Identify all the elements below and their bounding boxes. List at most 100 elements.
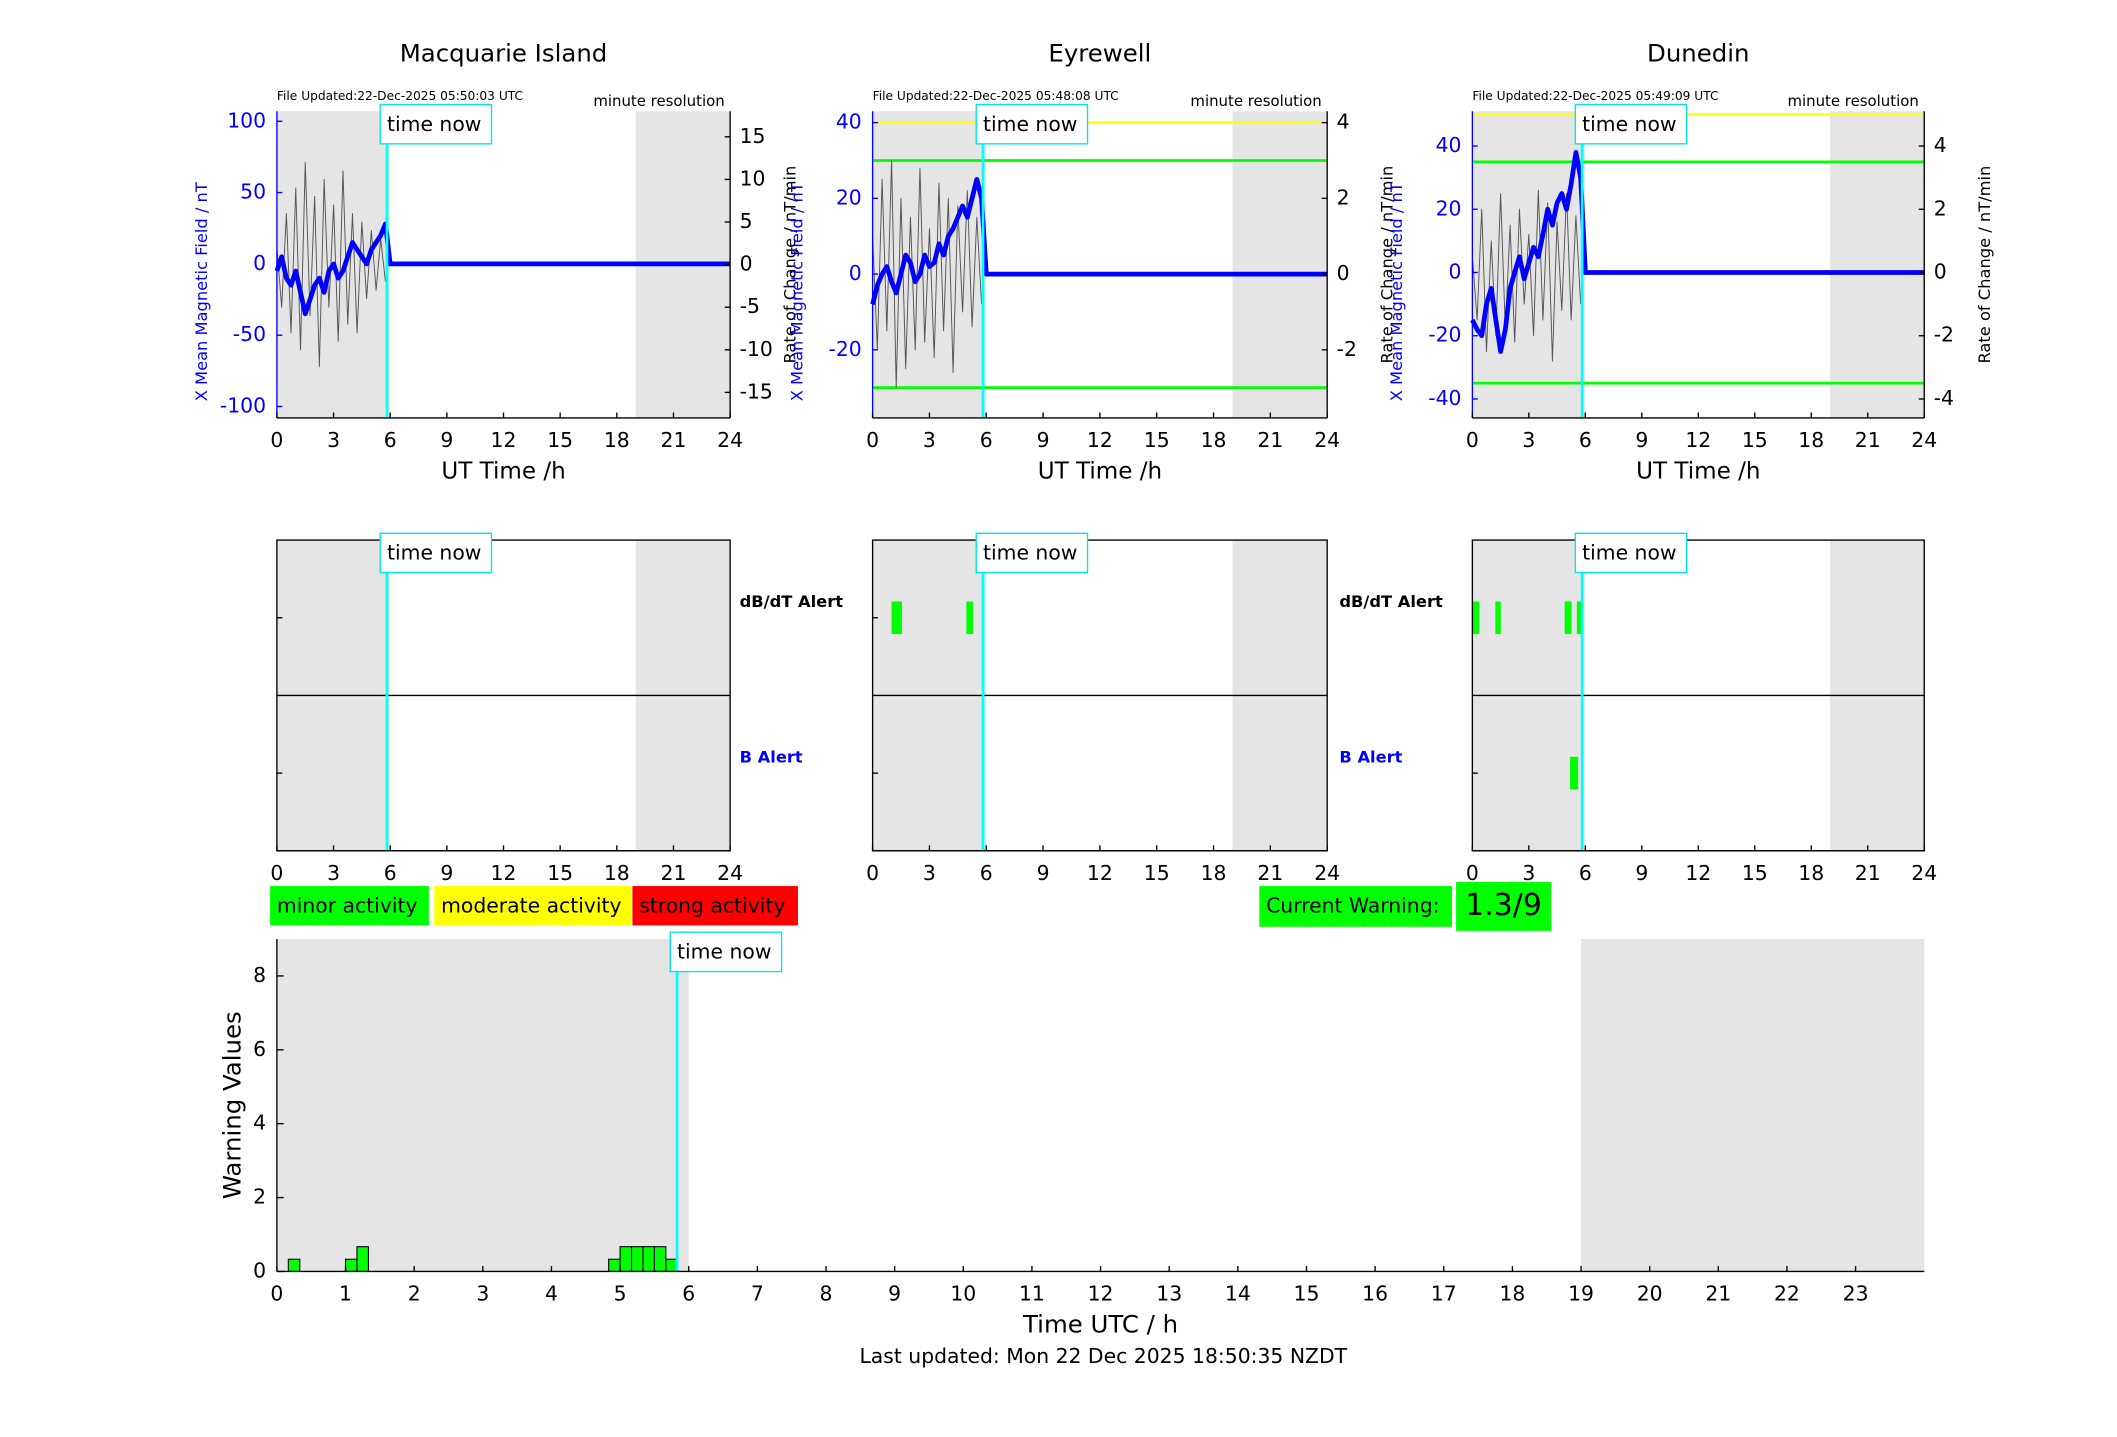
alert-row-label: B Alert (740, 747, 803, 766)
x-tick-label: 18 (1798, 861, 1824, 885)
x-tick-label: 3 (476, 1282, 489, 1306)
warning-value-box (1456, 882, 1552, 931)
night-shading (276, 939, 689, 1272)
y2-tick-label: -4 (1934, 386, 1954, 410)
x-tick-label: 15 (547, 428, 573, 452)
x-tick-label: 3 (1522, 428, 1535, 452)
x-tick-label: 21 (661, 428, 687, 452)
x-tick-label: 0 (866, 861, 879, 885)
warning-bar (619, 1246, 633, 1272)
x-tick-label: 15 (1144, 428, 1170, 452)
y-tick-label: 0 (849, 261, 862, 285)
x-tick-label: 21 (1855, 428, 1881, 452)
x-tick-label: 1 (339, 1282, 352, 1306)
x-tick-label: 6 (980, 861, 993, 885)
x-tick-label: 21 (1855, 861, 1881, 885)
x-tick-label: 15 (1294, 1282, 1320, 1306)
x-tick-label: 21 (1257, 428, 1283, 452)
resolution: minute resolution (1190, 92, 1321, 110)
x-tick-label: 6 (384, 861, 397, 885)
x-tick-label: 9 (1037, 861, 1050, 885)
y2-axis-label: Rate of Change / nT/min (1975, 166, 1994, 364)
resolution: minute resolution (1787, 92, 1918, 110)
y-tick-label: 40 (1436, 133, 1462, 157)
y2-axis-label: Rate of Change / nT/min (1378, 166, 1397, 364)
y2-tick-label: 0 (1337, 261, 1350, 285)
y-tick-label: -40 (1428, 386, 1461, 410)
x-tick-label: 0 (270, 861, 283, 885)
alert-bar (1564, 601, 1572, 635)
y-tick-label: -50 (233, 322, 266, 346)
y-tick-label: 2 (253, 1185, 266, 1209)
x-tick-label: 18 (1201, 428, 1227, 452)
activity-swatch (270, 886, 429, 926)
y2-tick-label: 10 (740, 166, 766, 190)
y-tick-label: 20 (836, 185, 862, 209)
time-now-box (1574, 103, 1688, 145)
activity-swatch (434, 886, 632, 926)
x-tick-label: 12 (491, 428, 517, 452)
warning-bar (630, 1246, 644, 1272)
warning-bar (608, 1258, 621, 1272)
field-line (274, 221, 731, 317)
chart-title: Dunedin (1647, 38, 1750, 67)
time-now-box (379, 532, 493, 574)
time-now-box (975, 532, 1089, 574)
warning-bar (356, 1246, 369, 1272)
x-tick-label: 12 (1685, 861, 1711, 885)
alert-bar (1570, 756, 1579, 790)
x-tick-label: 12 (1685, 428, 1711, 452)
warning-bar (653, 1246, 667, 1272)
resolution: minute resolution (593, 92, 724, 110)
activity-label: moderate activity (441, 893, 621, 917)
night-shading (1581, 939, 1925, 1272)
y2-axis-label: Rate of Change / nT/min (781, 166, 800, 364)
warning-label: Current Warning: (1266, 893, 1439, 917)
alert-bar (1472, 601, 1480, 635)
y-axis-label: X Mean Magnetic Field / nT (1387, 182, 1406, 401)
x-tick-label: 18 (1201, 861, 1227, 885)
x-axis-label: UT Time /h (1038, 459, 1162, 485)
y2-tick-label: -5 (740, 294, 760, 318)
warning-value: 1.3/9 (1465, 888, 1542, 923)
file-updated: File Updated:22-Dec-2025 05:48:08 UTC (873, 89, 1119, 103)
x-tick-label: 6 (384, 428, 397, 452)
x-tick-label: 12 (1087, 428, 1113, 452)
y-axis-label: Warning Values (217, 1011, 246, 1199)
file-updated: File Updated:22-Dec-2025 05:49:09 UTC (1472, 89, 1718, 103)
warning-label-box (1259, 886, 1453, 927)
warning-bar (642, 1246, 655, 1272)
x-tick-label: 9 (440, 428, 453, 452)
x-tick-label: 10 (950, 1282, 976, 1306)
chart-title: Macquarie Island (400, 38, 608, 67)
y-tick-label: 4 (253, 1111, 266, 1135)
last-updated: Last updated: Mon 22 Dec 2025 18:50:35 N… (859, 1344, 1347, 1368)
x-tick-label: 24 (717, 428, 743, 452)
y-tick-label: -20 (829, 337, 862, 361)
night-shading (1830, 111, 1925, 418)
warning-bar (344, 1258, 358, 1272)
warning-bar (665, 1258, 678, 1272)
alert-bar (891, 601, 902, 635)
x-tick-label: 21 (661, 861, 687, 885)
x-tick-label: 14 (1225, 1282, 1251, 1306)
x-tick-label: 24 (717, 861, 743, 885)
x-tick-label: 20 (1637, 1282, 1663, 1306)
time-now-label: time now (387, 541, 481, 565)
time-now-box (379, 103, 493, 145)
alert-bar (1495, 601, 1501, 635)
x-tick-label: 4 (545, 1282, 558, 1306)
night-shading (1232, 111, 1328, 418)
rate-line (872, 160, 983, 389)
y-tick-label: 100 (227, 108, 266, 132)
y-tick-label: 8 (253, 963, 266, 987)
y2-tick-label: 5 (740, 209, 753, 233)
time-now-label: time now (983, 541, 1077, 565)
x-tick-label: 12 (491, 861, 517, 885)
x-tick-label: 18 (604, 428, 630, 452)
x-tick-label: 9 (888, 1282, 901, 1306)
x-tick-label: 3 (327, 428, 340, 452)
activity-label: strong activity (639, 893, 785, 917)
x-tick-label: 15 (1742, 861, 1768, 885)
file-updated: File Updated:22-Dec-2025 05:50:03 UTC (277, 89, 523, 103)
